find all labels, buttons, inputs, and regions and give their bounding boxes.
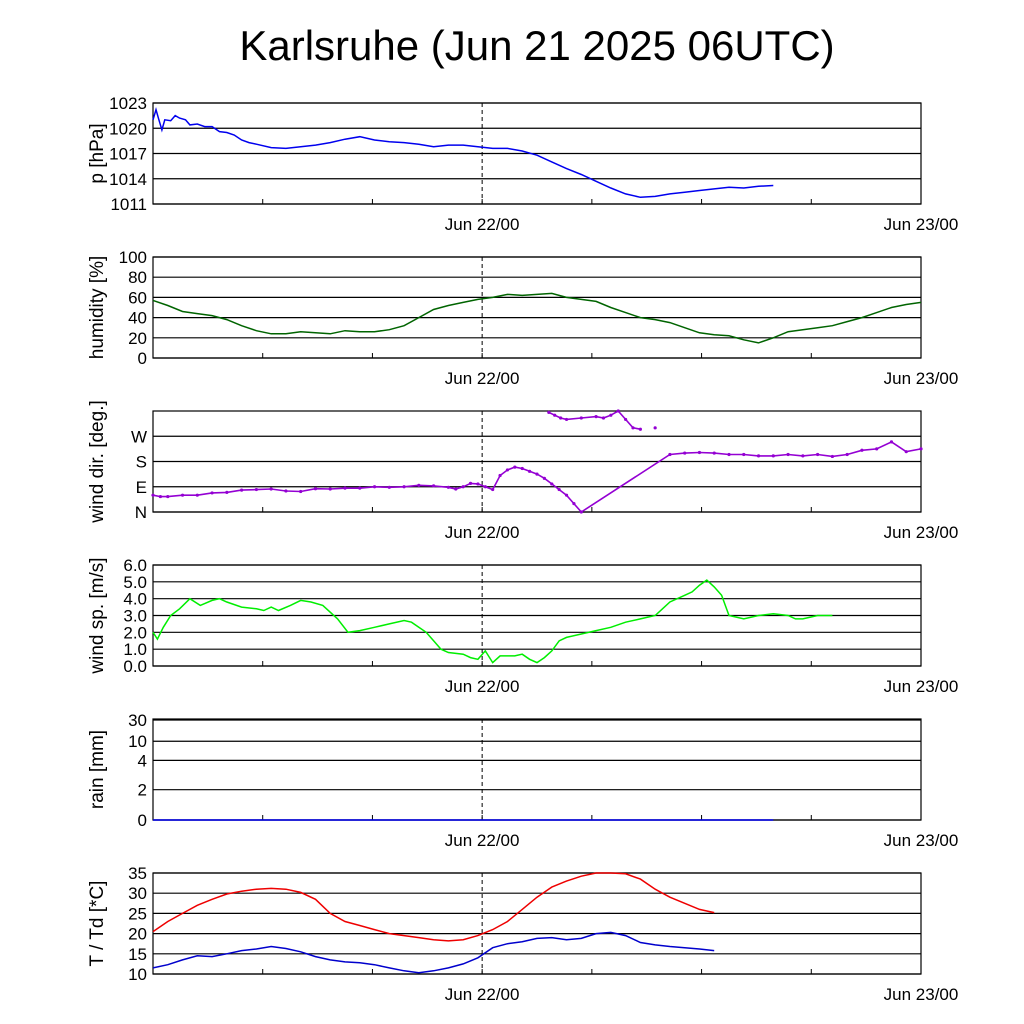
series-line <box>152 931 715 974</box>
y-tick-label: W <box>131 427 147 446</box>
x-tick-label: Jun 22/00 <box>445 985 520 1004</box>
y-tick-label: 6.0 <box>123 556 147 575</box>
x-tick-label: Jun 22/00 <box>445 523 520 542</box>
plot-frame <box>152 564 922 667</box>
x-tick-label: Jun 22/00 <box>445 831 520 850</box>
x-tick-label: Jun 22/00 <box>445 369 520 388</box>
plot-frame <box>152 102 922 205</box>
y-tick-label: 2.0 <box>123 623 147 642</box>
y-axis-label: rain [mm] <box>87 730 108 809</box>
series-line <box>152 872 715 942</box>
x-tick-label: Jun 23/00 <box>884 215 959 234</box>
y-tick-label: 0 <box>138 349 147 368</box>
series-line <box>548 409 641 430</box>
y-tick-label: N <box>135 503 147 522</box>
x-tick-label: Jun 23/00 <box>884 523 959 542</box>
x-tick-label: Jun 22/00 <box>445 215 520 234</box>
panel-0: 1011 1014 1017 1020 1023 Jun 22/00 Jun 23/00 p … <box>87 94 958 234</box>
plot-frame <box>152 410 922 513</box>
y-tick-label: 30 <box>128 711 147 730</box>
y-tick-label: 1.0 <box>123 640 147 659</box>
y-tick-label: 35 <box>128 864 147 883</box>
y-tick-label: 4.0 <box>123 590 147 609</box>
series-line <box>152 107 774 199</box>
y-tick-label: 25 <box>128 904 147 923</box>
y-axis-label: wind sp. [m/s] <box>87 557 108 674</box>
y-tick-label: 5.0 <box>123 573 147 592</box>
series-line <box>152 579 833 664</box>
y-tick-label: 1023 <box>109 94 147 113</box>
y-axis-label: humidity [%] <box>87 256 108 359</box>
chart-title: Karlsruhe (Jun 21 2025 06UTC) <box>239 22 834 69</box>
y-tick-label: 1020 <box>109 119 147 138</box>
panel-4: 0 2 410 30 Jun 22/00 Jun 23/00 rain [mm] <box>87 711 958 850</box>
x-tick-label: Jun 23/00 <box>884 985 959 1004</box>
series-line <box>152 440 922 514</box>
y-tick-label: 100 <box>119 248 147 267</box>
series-line <box>152 292 922 344</box>
plot-frame <box>152 256 922 359</box>
x-tick-label: Jun 22/00 <box>445 677 520 696</box>
y-axis-label: wind dir. [deg.] <box>87 400 108 524</box>
y-tick-label: 10 <box>128 732 147 751</box>
x-tick-label: Jun 23/00 <box>884 677 959 696</box>
y-tick-label: 0 <box>138 811 147 830</box>
y-tick-label: 1014 <box>109 170 147 189</box>
y-axis-label: T / Td [*C] <box>87 881 108 967</box>
y-tick-label: 10 <box>128 965 147 984</box>
y-axis-label: p [hPa] <box>87 123 108 183</box>
y-tick-label: S <box>136 453 147 472</box>
y-tick-label: 15 <box>128 945 147 964</box>
y-tick-label: 1017 <box>109 145 147 164</box>
plot-frame <box>152 718 922 821</box>
y-tick-label: 0.0 <box>123 657 147 676</box>
y-tick-label: 30 <box>128 884 147 903</box>
y-tick-label: E <box>136 478 147 497</box>
y-tick-label: 80 <box>128 268 147 287</box>
y-tick-label: 20 <box>128 925 147 944</box>
data-point <box>653 426 657 430</box>
y-tick-label: 60 <box>128 288 147 307</box>
plot-frame <box>152 872 922 975</box>
y-tick-label: 1011 <box>110 195 147 214</box>
y-tick-label: 3.0 <box>123 607 147 626</box>
panel-3: 0.01.02.03.04.05.06.0 Jun 22/00 Jun 23/00 w… <box>87 556 958 696</box>
y-tick-label: 2 <box>138 781 147 800</box>
x-tick-label: Jun 23/00 <box>884 369 959 388</box>
y-tick-label: 20 <box>128 329 147 348</box>
y-tick-label: 4 <box>138 751 147 770</box>
x-tick-label: Jun 23/00 <box>884 831 959 850</box>
y-tick-label: 40 <box>128 309 147 328</box>
